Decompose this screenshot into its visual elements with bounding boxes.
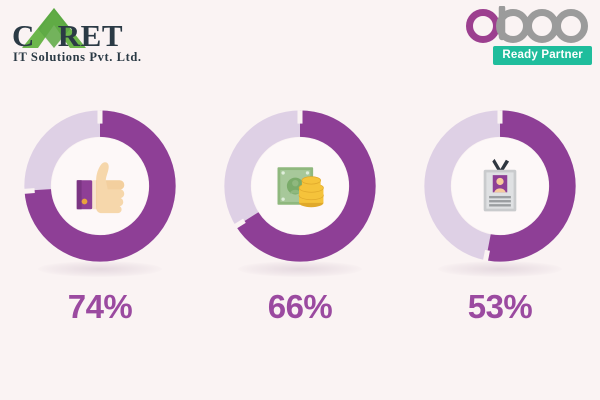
odoo-logo: Ready Partner — [462, 6, 594, 68]
green-caret-arrow-icon — [22, 8, 86, 48]
chart-percent-label-2: 66% — [267, 288, 333, 325]
donut-wrap-1 — [22, 108, 178, 277]
money-cash-coins-icon — [260, 146, 340, 226]
odoo-ready-partner-badge: Ready Partner — [493, 46, 592, 65]
chart-percent-label-3: 53% — [467, 288, 533, 325]
donut-chart-thumbs-up: 74% — [0, 108, 200, 323]
caret-wordmark-post: RET — [57, 18, 124, 53]
donut-shadow — [438, 261, 562, 277]
donut-wrap-3 — [422, 108, 578, 277]
donut-shadow — [238, 261, 362, 277]
odoo-wordmark-icon — [466, 6, 588, 43]
caret-logo: CARET IT Solutions Pvt. Ltd. — [8, 8, 188, 64]
chart-percent-label-1: 74% — [67, 288, 133, 325]
caret-wordmark-pre: C — [12, 18, 35, 53]
donut-chart-row: 74% — [0, 108, 600, 358]
donut-chart-money: 66% — [200, 108, 400, 323]
donut-shadow — [38, 261, 162, 277]
donut-chart-id-badge: 53% — [400, 108, 600, 323]
caret-wordmark: CARET — [12, 20, 123, 51]
caret-tagline: IT Solutions Pvt. Ltd. — [13, 50, 142, 64]
thumbs-up-icon — [60, 146, 140, 226]
caret-wordmark-hidden-letter: A — [35, 18, 58, 53]
id-badge-card-icon — [460, 146, 540, 226]
donut-wrap-2 — [222, 108, 378, 277]
